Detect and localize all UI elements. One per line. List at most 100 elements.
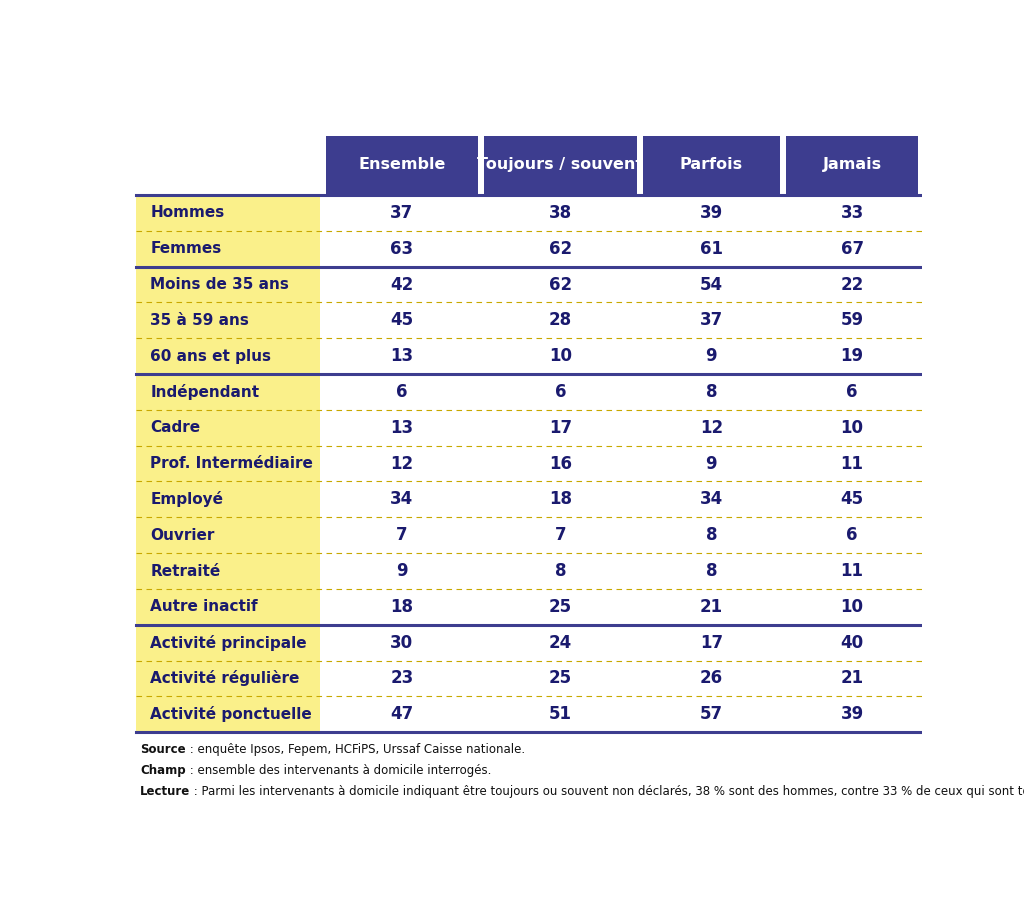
FancyBboxPatch shape	[136, 266, 321, 302]
Text: 21: 21	[699, 598, 723, 616]
Text: 7: 7	[555, 526, 566, 544]
Text: Ouvrier: Ouvrier	[151, 528, 215, 543]
Text: 62: 62	[549, 240, 572, 258]
Text: 35 à 59 ans: 35 à 59 ans	[151, 313, 249, 328]
Text: 16: 16	[549, 454, 572, 473]
Text: 26: 26	[699, 669, 723, 688]
Text: 22: 22	[841, 275, 864, 294]
FancyBboxPatch shape	[136, 302, 321, 338]
Text: 10: 10	[841, 598, 863, 616]
FancyBboxPatch shape	[136, 589, 321, 625]
Text: 25: 25	[549, 669, 572, 688]
Text: 21: 21	[841, 669, 863, 688]
Text: 45: 45	[841, 490, 863, 509]
Text: 9: 9	[396, 562, 408, 580]
Text: 60 ans et plus: 60 ans et plus	[151, 349, 271, 364]
Text: 24: 24	[549, 633, 572, 652]
Text: Jamais: Jamais	[822, 158, 882, 173]
Text: Activité régulière: Activité régulière	[151, 670, 300, 687]
Text: 8: 8	[555, 562, 566, 580]
Text: 7: 7	[396, 526, 408, 544]
Text: 18: 18	[390, 598, 414, 616]
FancyBboxPatch shape	[136, 518, 321, 554]
FancyBboxPatch shape	[136, 482, 321, 518]
FancyBboxPatch shape	[136, 661, 321, 697]
Text: 38: 38	[549, 204, 572, 222]
Text: 30: 30	[390, 633, 414, 652]
Text: 25: 25	[549, 598, 572, 616]
Text: 11: 11	[841, 454, 863, 473]
Text: 9: 9	[706, 347, 717, 365]
Text: 61: 61	[699, 240, 723, 258]
Text: 23: 23	[390, 669, 414, 688]
Text: 11: 11	[841, 562, 863, 580]
Text: 6: 6	[847, 526, 858, 544]
FancyBboxPatch shape	[643, 136, 779, 194]
FancyBboxPatch shape	[136, 445, 321, 482]
Text: 34: 34	[390, 490, 414, 509]
FancyBboxPatch shape	[326, 136, 478, 194]
Text: Retraité: Retraité	[151, 564, 220, 578]
Text: 57: 57	[699, 705, 723, 723]
FancyBboxPatch shape	[136, 625, 321, 661]
Text: : enquête Ipsos, Fepem, HCFiPS, Urssaf Caisse nationale.: : enquête Ipsos, Fepem, HCFiPS, Urssaf C…	[185, 743, 524, 756]
Text: Source: Source	[140, 743, 185, 756]
Text: Toujours / souvent: Toujours / souvent	[477, 158, 643, 173]
Text: 51: 51	[549, 705, 572, 723]
Text: 40: 40	[841, 633, 863, 652]
FancyBboxPatch shape	[136, 697, 321, 733]
Text: : ensemble des intervenants à domicile interrogés.: : ensemble des intervenants à domicile i…	[185, 764, 490, 777]
Text: Prof. Intermédiaire: Prof. Intermédiaire	[151, 456, 313, 471]
Text: Moins de 35 ans: Moins de 35 ans	[151, 277, 289, 292]
Text: Ensemble: Ensemble	[358, 158, 445, 173]
Text: 67: 67	[841, 240, 863, 258]
Text: 28: 28	[549, 311, 572, 330]
Text: Autre inactif: Autre inactif	[151, 599, 258, 614]
Text: Lecture: Lecture	[140, 785, 190, 799]
Text: 13: 13	[390, 419, 414, 437]
Text: 10: 10	[841, 419, 863, 437]
Text: 39: 39	[699, 204, 723, 222]
FancyBboxPatch shape	[136, 230, 321, 266]
FancyBboxPatch shape	[136, 409, 321, 445]
Text: 33: 33	[841, 204, 864, 222]
Text: 6: 6	[847, 383, 858, 401]
Text: 8: 8	[706, 562, 717, 580]
Text: 45: 45	[390, 311, 414, 330]
Text: 12: 12	[390, 454, 414, 473]
Text: 54: 54	[699, 275, 723, 294]
Text: 63: 63	[390, 240, 414, 258]
Text: Champ: Champ	[140, 764, 185, 777]
Text: 17: 17	[549, 419, 572, 437]
Text: Activité ponctuelle: Activité ponctuelle	[151, 706, 312, 722]
Text: Activité principale: Activité principale	[151, 634, 307, 651]
Text: Indépendant: Indépendant	[151, 384, 259, 400]
Text: 8: 8	[706, 526, 717, 544]
Text: 10: 10	[549, 347, 572, 365]
Text: Hommes: Hommes	[151, 206, 224, 220]
Text: 34: 34	[699, 490, 723, 509]
Text: 47: 47	[390, 705, 414, 723]
Text: Femmes: Femmes	[151, 241, 221, 256]
Text: Employé: Employé	[151, 491, 223, 508]
Text: 17: 17	[699, 633, 723, 652]
Text: 19: 19	[841, 347, 863, 365]
Text: Cadre: Cadre	[151, 420, 201, 435]
Text: 39: 39	[841, 705, 864, 723]
Text: 18: 18	[549, 490, 572, 509]
Text: 9: 9	[706, 454, 717, 473]
Text: 12: 12	[699, 419, 723, 437]
FancyBboxPatch shape	[785, 136, 919, 194]
Text: 42: 42	[390, 275, 414, 294]
Text: 37: 37	[390, 204, 414, 222]
FancyBboxPatch shape	[136, 374, 321, 409]
FancyBboxPatch shape	[136, 554, 321, 589]
Text: 37: 37	[699, 311, 723, 330]
Text: 59: 59	[841, 311, 863, 330]
Text: Parfois: Parfois	[680, 158, 742, 173]
FancyBboxPatch shape	[136, 338, 321, 374]
Text: 62: 62	[549, 275, 572, 294]
FancyBboxPatch shape	[136, 195, 321, 230]
Text: : Parmi les intervenants à domicile indiquant être toujours ou souvent non décla: : Parmi les intervenants à domicile indi…	[190, 785, 1024, 799]
FancyBboxPatch shape	[484, 136, 637, 194]
